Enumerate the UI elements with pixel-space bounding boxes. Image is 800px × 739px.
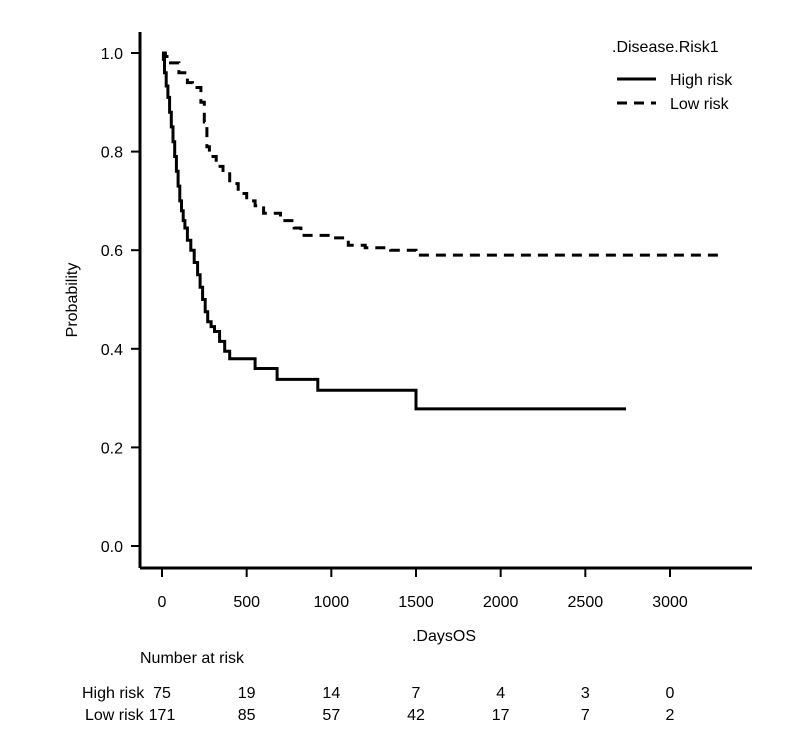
legend-title: .Disease.Risk1 [612,39,719,56]
series-line-low-risk [162,51,721,257]
x-axis-label: .DaysOS [412,628,476,645]
series-group [161,51,721,411]
y-tick-label: 0.0 [101,539,123,556]
risk-count: 17 [492,707,510,724]
x-tick-label: 1000 [314,594,350,611]
risk-count: 85 [238,707,256,724]
y-tick-label: 1.0 [101,46,123,63]
risk-count: 0 [666,685,675,702]
risk-table-title: Number at risk [140,650,245,667]
risk-row-label-low-risk: Low risk [85,707,145,724]
y-tick-label: 0.2 [101,440,123,457]
y-ticks: 0.0 0.2 0.4 0.6 0.8 1.0 [101,46,140,556]
risk-count: 171 [149,707,176,724]
risk-count: 14 [322,685,340,702]
risk-count: 7 [412,685,421,702]
risk-count: 42 [407,707,425,724]
x-tick-label: 2500 [568,594,604,611]
risk-count: 57 [322,707,340,724]
x-tick-label: 0 [158,594,167,611]
y-axis-label: Probability [64,263,81,338]
legend-label-high-risk: High risk [670,72,733,89]
series-line-high-risk [161,51,626,411]
x-tick-label: 3000 [652,594,688,611]
risk-values: 75 19 14 7 4 3 0 171 85 57 42 17 7 2 [149,685,675,724]
risk-count: 7 [581,707,590,724]
risk-row-label-high-risk: High risk [82,685,145,702]
x-tick-label: 1500 [398,594,434,611]
axes [138,32,752,570]
risk-count: 4 [496,685,505,702]
y-tick-label: 0.4 [101,342,123,359]
legend-label-low-risk: Low risk [670,96,730,113]
x-tick-label: 500 [233,594,260,611]
x-tick-label: 2000 [483,594,519,611]
risk-count: 75 [153,685,171,702]
risk-count: 2 [666,707,675,724]
risk-count: 3 [581,685,590,702]
legend: .Disease.Risk1 High risk Low risk [612,39,733,113]
y-tick-label: 0.6 [101,243,123,260]
risk-table: Number at risk High risk Low risk 75 19 14… [82,650,675,724]
y-tick-label: 0.8 [101,145,123,162]
x-ticks: 0 500 1000 1500 2000 2500 3000 [158,568,688,611]
risk-count: 19 [238,685,256,702]
